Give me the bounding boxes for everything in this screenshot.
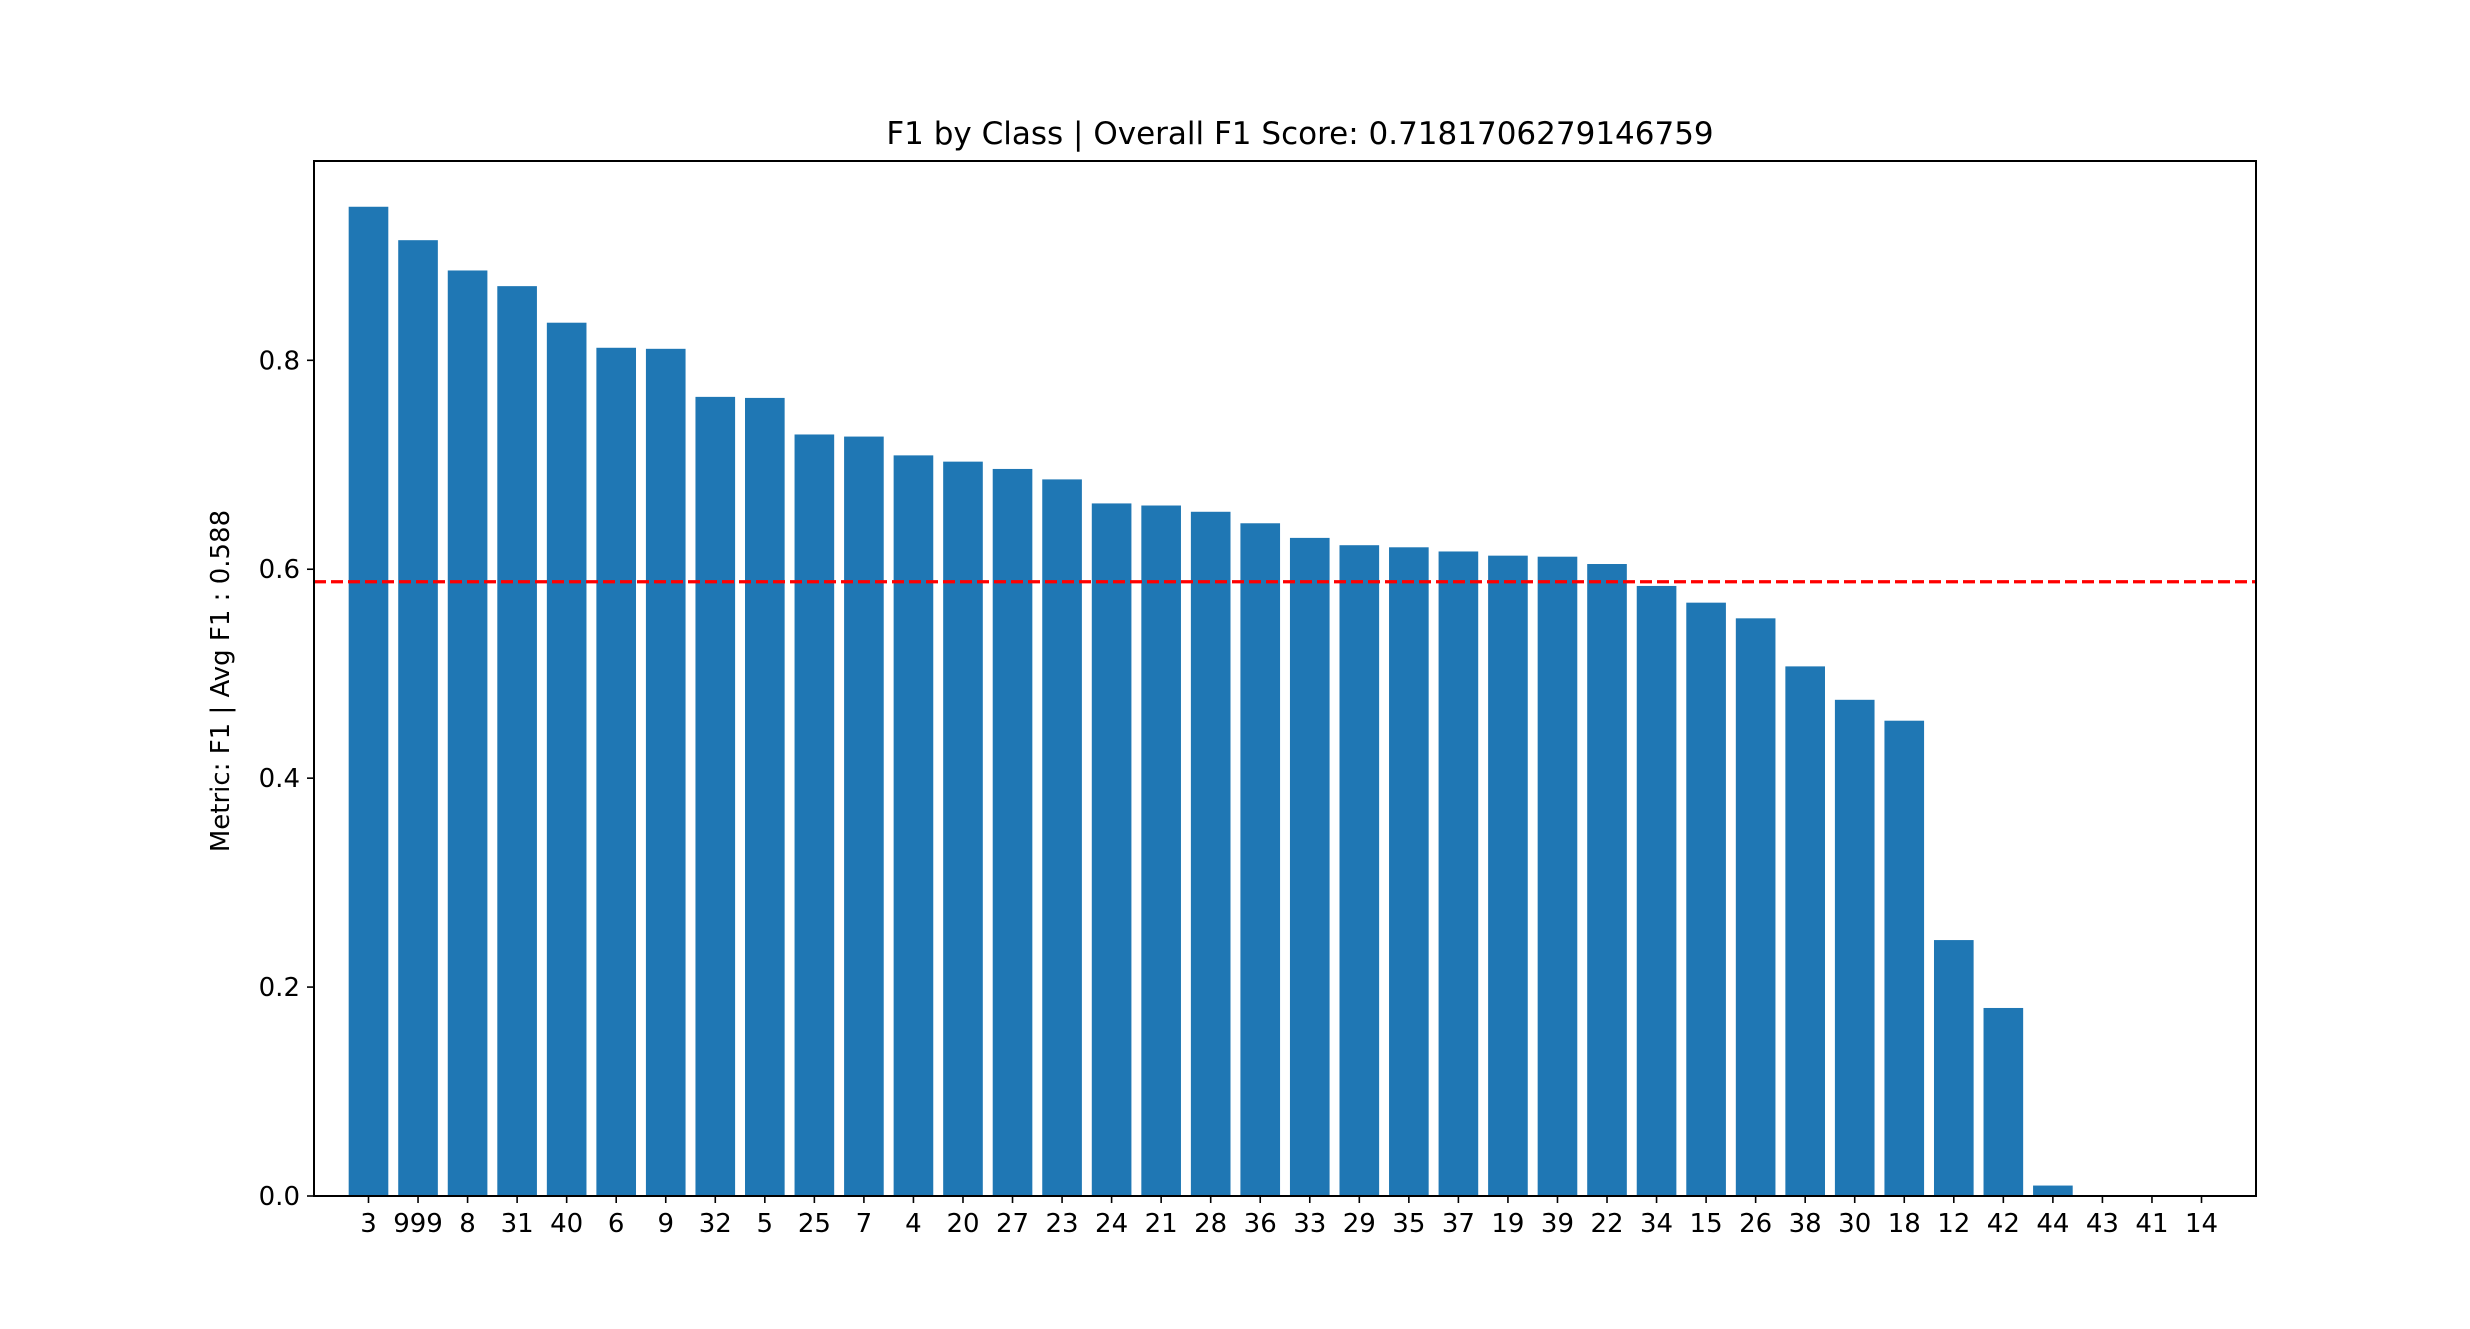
x-tick-label-4: 4 <box>905 1209 922 1239</box>
bar-35 <box>1389 547 1429 1196</box>
bar-31 <box>497 286 537 1197</box>
bar-7 <box>844 436 884 1196</box>
bar-9 <box>645 348 686 1197</box>
y-tick-label: 0.0 <box>259 1182 300 1212</box>
bar-999 <box>398 240 438 1197</box>
bar-33 <box>1289 537 1330 1196</box>
x-tick-label-41: 41 <box>2135 1209 2168 1239</box>
bar-8 <box>447 270 488 1196</box>
bar-22 <box>1587 564 1627 1196</box>
bar-44 <box>2033 1185 2073 1196</box>
bar-30 <box>1834 699 1875 1196</box>
x-tick-label-34: 34 <box>1640 1209 1673 1239</box>
x-tick-label-21: 21 <box>1145 1209 1178 1239</box>
x-tick-label-22: 22 <box>1590 1209 1623 1239</box>
y-tick-label: 0.6 <box>259 555 300 585</box>
y-tick-label: 0.8 <box>259 346 300 376</box>
bars-group <box>348 206 2073 1197</box>
x-tick-label-6: 6 <box>608 1209 625 1239</box>
bar-36 <box>1240 523 1281 1196</box>
x-tick-label-999: 999 <box>393 1209 443 1239</box>
bar-32 <box>695 396 736 1196</box>
bar-34 <box>1636 585 1677 1196</box>
bar-23 <box>1042 479 1082 1197</box>
x-tick-label-8: 8 <box>459 1209 476 1239</box>
x-tick-label-29: 29 <box>1343 1209 1376 1239</box>
bar-15 <box>1686 602 1726 1196</box>
bar-3 <box>348 206 389 1197</box>
x-tick-label-44: 44 <box>2036 1209 2069 1239</box>
bar-40 <box>546 322 587 1196</box>
x-tick-label-35: 35 <box>1392 1209 1425 1239</box>
x-tick-label-5: 5 <box>757 1209 774 1239</box>
x-tick-label-19: 19 <box>1491 1209 1524 1239</box>
x-tick-label-12: 12 <box>1937 1209 1970 1239</box>
bar-38 <box>1785 666 1825 1196</box>
bar-18 <box>1884 720 1925 1196</box>
x-tick-label-15: 15 <box>1690 1209 1723 1239</box>
bar-37 <box>1438 551 1479 1196</box>
x-tick-label-32: 32 <box>699 1209 732 1239</box>
chart-title: F1 by Class | Overall F1 Score: 0.718170… <box>886 116 1713 152</box>
bar-27 <box>992 468 1033 1196</box>
x-tick-label-38: 38 <box>1789 1209 1822 1239</box>
plot-frame <box>313 160 2257 1197</box>
y-axis-ticks: 0.0 0.2 0.4 0.6 0.8 <box>259 346 314 1212</box>
bar-4 <box>893 455 934 1196</box>
x-tick-label-31: 31 <box>501 1209 534 1239</box>
x-axis-ticks: 3 999 8 31 40 6 9 32 5 25 7 4 20 27 23 24 21 28 36 33 29 35 37… <box>360 1196 2218 1239</box>
x-tick-label-42: 42 <box>1987 1209 2020 1239</box>
x-tick-label-3: 3 <box>360 1209 377 1239</box>
x-tick-label-33: 33 <box>1293 1209 1326 1239</box>
bar-24 <box>1091 503 1132 1196</box>
x-tick-label-37: 37 <box>1442 1209 1475 1239</box>
bar-20 <box>943 461 983 1196</box>
x-tick-label-7: 7 <box>856 1209 873 1239</box>
x-tick-label-30: 30 <box>1838 1209 1871 1239</box>
x-tick-label-28: 28 <box>1194 1209 1227 1239</box>
bar-21 <box>1141 505 1181 1196</box>
y-tick-label: 0.4 <box>259 764 300 794</box>
bar-25 <box>794 434 835 1196</box>
y-axis-label: Metric: F1 | Avg F1 : 0.588 <box>206 510 236 852</box>
bar-28 <box>1190 511 1231 1197</box>
x-tick-label-27: 27 <box>996 1209 1029 1239</box>
x-tick-label-25: 25 <box>798 1209 831 1239</box>
bar-6 <box>596 347 637 1196</box>
x-tick-label-40: 40 <box>550 1209 583 1239</box>
x-tick-label-26: 26 <box>1739 1209 1772 1239</box>
x-tick-label-36: 36 <box>1244 1209 1277 1239</box>
x-tick-label-20: 20 <box>946 1209 979 1239</box>
bar-29 <box>1339 545 1380 1196</box>
x-tick-label-39: 39 <box>1541 1209 1574 1239</box>
bar-12 <box>1933 940 1974 1196</box>
x-tick-label-43: 43 <box>2086 1209 2119 1239</box>
x-tick-label-9: 9 <box>657 1209 674 1239</box>
x-tick-label-24: 24 <box>1095 1209 1128 1239</box>
y-tick-label: 0.2 <box>259 973 300 1003</box>
x-tick-label-18: 18 <box>1888 1209 1921 1239</box>
bar-42 <box>1983 1007 2024 1196</box>
bar-26 <box>1735 618 1776 1196</box>
bar-39 <box>1537 556 1578 1196</box>
x-tick-label-23: 23 <box>1046 1209 1079 1239</box>
x-tick-label-14: 14 <box>2185 1209 2218 1239</box>
bar-5 <box>745 397 785 1197</box>
bar-19 <box>1488 555 1528 1196</box>
